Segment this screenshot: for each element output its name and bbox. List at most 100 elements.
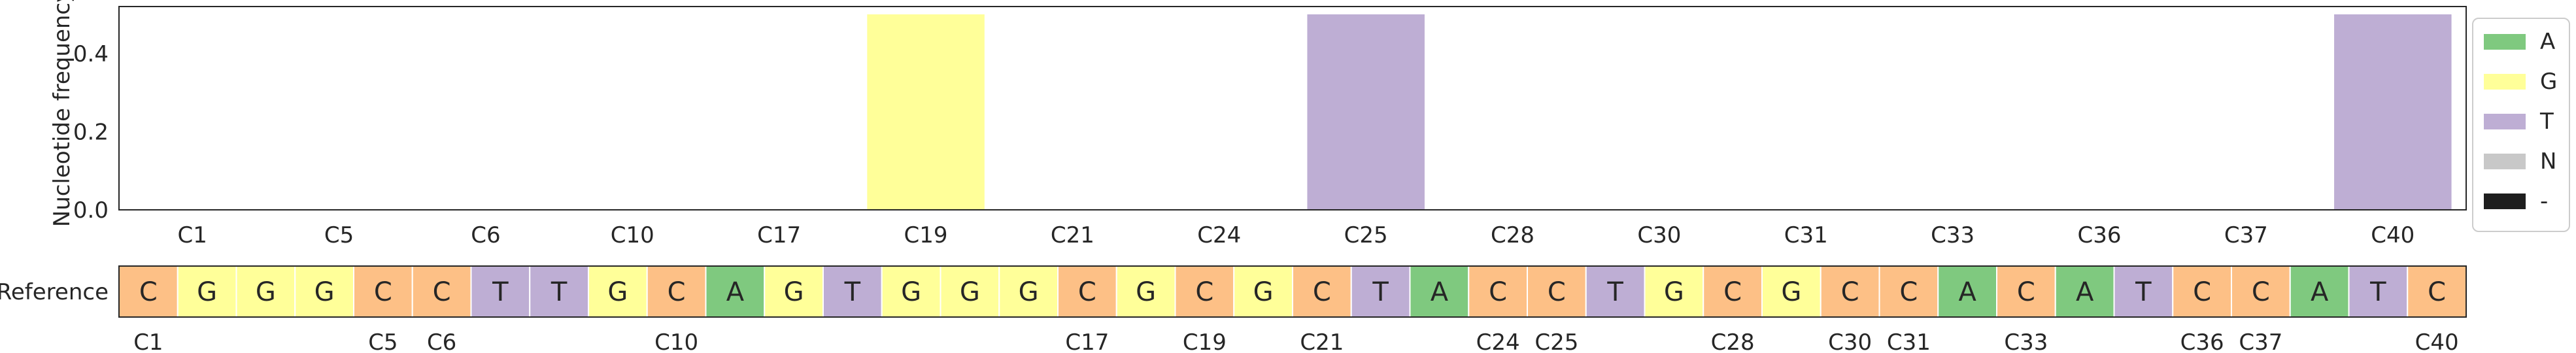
- reference-base: C: [374, 277, 392, 307]
- reference-cell: [1115, 265, 1176, 318]
- reference-tick-label: C33: [2004, 329, 2048, 353]
- reference-base: T: [844, 277, 861, 307]
- y-tick-label: 0.0: [73, 197, 109, 224]
- reference-tick-label: C1: [133, 329, 163, 353]
- reference-base: G: [314, 277, 335, 307]
- reference-cell: [1644, 265, 1704, 318]
- reference-base: C: [2193, 277, 2211, 307]
- reference-base: T: [1606, 277, 1623, 307]
- reference-tick-label: C5: [368, 329, 398, 353]
- reference-cell: [1233, 265, 1293, 318]
- legend-swatch: [2484, 154, 2526, 169]
- reference-tick-label: C10: [654, 329, 698, 353]
- reference-cell: [1292, 265, 1352, 318]
- x-tick-label: C6: [471, 222, 500, 248]
- y-tick-label: 0.2: [73, 119, 109, 145]
- reference-base: G: [197, 277, 217, 307]
- legend-item-A: A: [2484, 29, 2555, 55]
- reference-tick-label: C31: [1887, 329, 1931, 353]
- reference-cell: [411, 265, 472, 318]
- reference-base: C: [1313, 277, 1331, 307]
- reference-base: G: [1781, 277, 1801, 307]
- x-tick-label: C19: [904, 222, 948, 248]
- reference-tick-label: C6: [427, 329, 456, 353]
- reference-cell: [529, 265, 589, 318]
- reference-base: C: [1723, 277, 1742, 307]
- reference-tick-label: C40: [2415, 329, 2459, 353]
- reference-base: G: [901, 277, 921, 307]
- reference-cell: [1174, 265, 1235, 318]
- x-tick-label: C30: [1637, 222, 1681, 248]
- legend-swatch: [2484, 74, 2526, 90]
- legend-item-N: N: [2484, 148, 2556, 175]
- x-tick-label: C21: [1051, 222, 1094, 248]
- legend-label: G: [2540, 69, 2558, 95]
- x-tick-label: C1: [178, 222, 207, 248]
- x-tick-label: C28: [1491, 222, 1534, 248]
- legend-label: N: [2540, 148, 2557, 175]
- reference-tick-label: C37: [2239, 329, 2282, 353]
- reference-base: C: [1195, 277, 1213, 307]
- reference-cell: [646, 265, 707, 318]
- x-tick-label: C17: [757, 222, 801, 248]
- legend-item-T: T: [2484, 109, 2554, 135]
- reference-base: G: [1253, 277, 1274, 307]
- legend-item--: -: [2484, 188, 2548, 214]
- reference-cell: [1703, 265, 1763, 318]
- reference-tick-label: C21: [1300, 329, 1344, 353]
- bar-C25-T: [1307, 14, 1425, 210]
- reference-base: G: [256, 277, 276, 307]
- reference-cell: [2172, 265, 2232, 318]
- reference-base: C: [139, 277, 158, 307]
- reference-base: G: [607, 277, 628, 307]
- reference-base: C: [2428, 277, 2446, 307]
- legend-label: -: [2540, 188, 2549, 214]
- reference-tick-label: C36: [2180, 329, 2224, 353]
- reference-base: T: [1372, 277, 1389, 307]
- bar-C40-T: [2334, 14, 2452, 210]
- reference-tick-label: C24: [1476, 329, 1520, 353]
- reference-base: C: [668, 277, 686, 307]
- reference-tick-label: C28: [1711, 329, 1755, 353]
- x-tick-label: C10: [611, 222, 654, 248]
- reference-base: G: [1019, 277, 1039, 307]
- x-tick-label: C31: [1784, 222, 1828, 248]
- reference-base: C: [2252, 277, 2270, 307]
- x-tick-label: C33: [1931, 222, 1974, 248]
- bar-C19-G: [867, 14, 985, 210]
- reference-base: T: [2369, 277, 2386, 307]
- legend-swatch: [2484, 34, 2526, 50]
- reference-base: A: [1431, 277, 1449, 307]
- reference-base: C: [1489, 277, 1507, 307]
- reference-base: C: [1841, 277, 1859, 307]
- reference-base: G: [1136, 277, 1156, 307]
- legend-swatch: [2484, 193, 2526, 209]
- reference-base: A: [2076, 277, 2094, 307]
- reference-sequence-track: C C1 G G G C C5 C C6 T T G C C10 A G T G G G C C17 G C C19 G C C21 T…: [0, 265, 2467, 353]
- reference-base: A: [2311, 277, 2329, 307]
- reference-tick-label: C30: [1828, 329, 1872, 353]
- reference-base: C: [1078, 277, 1096, 307]
- legend-label: A: [2540, 29, 2556, 55]
- reference-label: Reference: [0, 279, 109, 305]
- reference-tick-label: C17: [1065, 329, 1109, 353]
- reference-base: T: [2135, 277, 2152, 307]
- reference-base: A: [1958, 277, 1976, 307]
- reference-cell: [177, 265, 237, 318]
- y-tick-label: 0.4: [73, 41, 109, 67]
- reference-tick-label: C19: [1183, 329, 1227, 353]
- reference-base: G: [960, 277, 980, 307]
- reference-base: T: [551, 277, 568, 307]
- plot-frame: [118, 6, 2467, 210]
- reference-base: C: [1899, 277, 1918, 307]
- reference-cell: [998, 265, 1059, 318]
- x-tick-label: C37: [2224, 222, 2268, 248]
- legend-label: T: [2540, 109, 2554, 135]
- reference-base: T: [492, 277, 509, 307]
- reference-base: G: [784, 277, 804, 307]
- legend-item-G: G: [2484, 69, 2557, 95]
- reference-frame: [118, 265, 2467, 318]
- x-tick-label: C25: [1344, 222, 1388, 248]
